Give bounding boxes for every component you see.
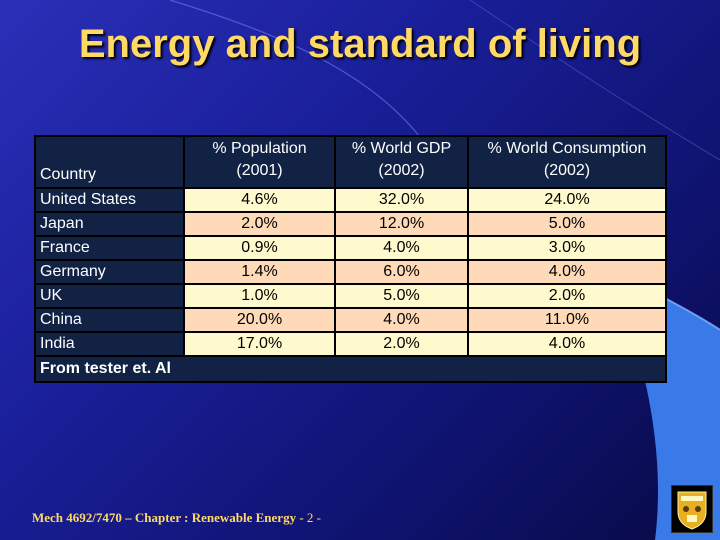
table-row: France 0.9% 4.0% 3.0% [34, 235, 667, 261]
header-gdp-line1: % World GDP [351, 140, 452, 157]
header-gdp-line2: (2002) [378, 162, 425, 179]
footer-text: Mech 4692/7470 – Chapter : Renewable Ene… [32, 510, 307, 525]
table-source: From tester et. Al [34, 355, 667, 383]
gdp-cell: 12.0% [334, 211, 469, 237]
country-cell: United States [34, 187, 185, 213]
population-cell: 1.4% [183, 259, 336, 285]
country-cell: Germany [34, 259, 185, 285]
slide-footer: Mech 4692/7470 – Chapter : Renewable Ene… [32, 510, 321, 526]
consumption-cell: 11.0% [467, 307, 667, 333]
header-consumption-line1: % World Consumption [487, 140, 647, 157]
country-cell: China [34, 307, 185, 333]
header-consumption-line2: (2002) [543, 162, 591, 179]
country-cell: France [34, 235, 185, 261]
slide-title: Energy and standard of living [78, 22, 642, 66]
population-cell: 2.0% [183, 211, 336, 237]
consumption-cell: 4.0% [467, 331, 667, 357]
consumption-cell: 3.0% [467, 235, 667, 261]
header-gdp: % World GDP (2002) [334, 135, 469, 189]
page-number: 2 - [306, 510, 321, 525]
population-cell: 20.0% [183, 307, 336, 333]
gdp-cell: 6.0% [334, 259, 469, 285]
table-row: China 20.0% 4.0% 11.0% [34, 307, 667, 333]
table-header-row: Country % Population (2001) % World GDP … [34, 135, 667, 189]
header-consumption: % World Consumption (2002) [467, 135, 667, 189]
population-cell: 1.0% [183, 283, 336, 309]
table-row: India 17.0% 2.0% 4.0% [34, 331, 667, 357]
consumption-cell: 5.0% [467, 211, 667, 237]
energy-table: Country % Population (2001) % World GDP … [34, 135, 667, 383]
gdp-cell: 32.0% [334, 187, 469, 213]
university-crest-icon [671, 485, 713, 533]
table-row: UK 1.0% 5.0% 2.0% [34, 283, 667, 309]
gdp-cell: 4.0% [334, 235, 469, 261]
country-cell: India [34, 331, 185, 357]
population-cell: 0.9% [183, 235, 336, 261]
table-row: Japan 2.0% 12.0% 5.0% [34, 211, 667, 237]
country-cell: UK [34, 283, 185, 309]
population-cell: 17.0% [183, 331, 336, 357]
country-cell: Japan [34, 211, 185, 237]
table-source-row: From tester et. Al [34, 355, 667, 383]
consumption-cell: 4.0% [467, 259, 667, 285]
gdp-cell: 5.0% [334, 283, 469, 309]
gdp-cell: 4.0% [334, 307, 469, 333]
table-row: United States 4.6% 32.0% 24.0% [34, 187, 667, 213]
header-population-line2: (2001) [236, 162, 283, 179]
header-population: % Population (2001) [183, 135, 336, 189]
gdp-cell: 2.0% [334, 331, 469, 357]
consumption-cell: 24.0% [467, 187, 667, 213]
consumption-cell: 2.0% [467, 283, 667, 309]
header-population-line1: % Population [212, 140, 307, 157]
table-row: Germany 1.4% 6.0% 4.0% [34, 259, 667, 285]
header-country: Country [34, 135, 185, 189]
population-cell: 4.6% [183, 187, 336, 213]
